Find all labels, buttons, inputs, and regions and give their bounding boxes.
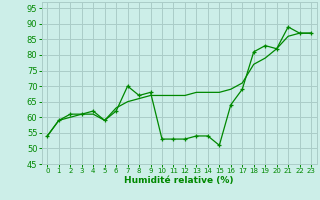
X-axis label: Humidité relative (%): Humidité relative (%) xyxy=(124,176,234,185)
